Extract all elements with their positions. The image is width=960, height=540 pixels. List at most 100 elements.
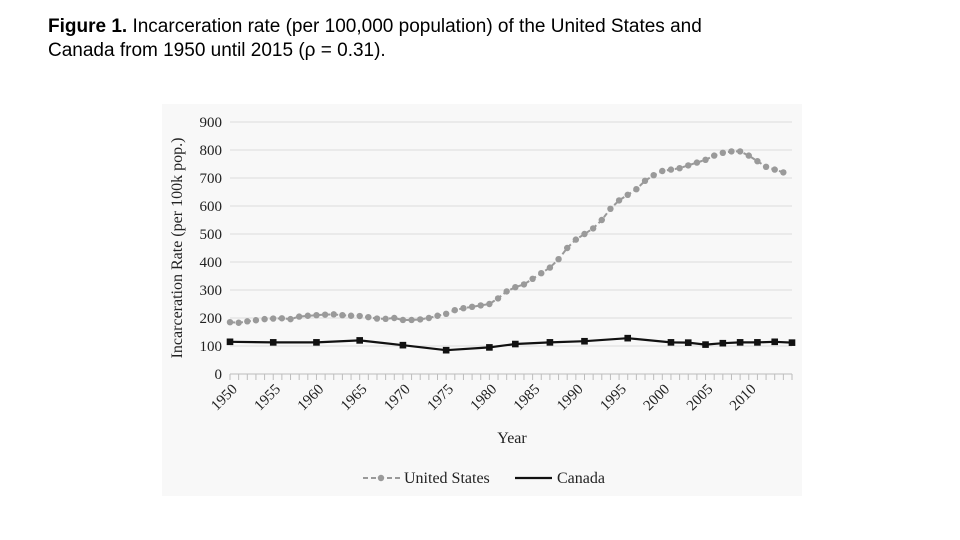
- canada-data-point: [313, 339, 320, 346]
- us-data-point: [339, 312, 346, 319]
- x-axis: 1950 1955 1960 1965 1970 1975 1980 1985 1990 1995…: [208, 374, 793, 415]
- canada-data-point: [442, 346, 450, 354]
- y-tick-label: 900: [200, 115, 223, 131]
- us-data-point: [512, 284, 519, 291]
- canada-data-point: [512, 340, 519, 348]
- legend-marker-united-states: [377, 474, 385, 482]
- us-data-point: [278, 315, 286, 322]
- us-data-point: [633, 186, 640, 193]
- us-data-point: [451, 306, 458, 314]
- canada-data-point: [546, 339, 554, 346]
- us-data-point: [365, 313, 372, 321]
- us-data-point: [261, 315, 268, 323]
- us-data-point: [321, 311, 329, 318]
- us-data-point: [295, 313, 303, 320]
- us-data-point: [399, 316, 407, 324]
- us-data-point: [754, 158, 761, 165]
- x-tick-label: 1950: [208, 382, 241, 415]
- us-data-point: [304, 312, 312, 319]
- us-data-point: [442, 310, 450, 317]
- us-data-point: [529, 275, 536, 282]
- us-data-point: [650, 172, 657, 179]
- us-data-point: [693, 159, 701, 166]
- canada-data-point: [269, 339, 277, 346]
- us-data-point: [313, 312, 320, 319]
- x-tick-label: 1975: [424, 382, 457, 415]
- y-axis-label: Incarceration Rate (per 100k pop.): [169, 138, 186, 359]
- canada-data-point: [771, 338, 779, 346]
- us-data-point: [771, 166, 778, 173]
- us-data-point: [244, 318, 251, 325]
- us-data-point: [736, 148, 744, 155]
- y-tick-label: 500: [200, 227, 223, 243]
- us-data-point: [607, 205, 614, 212]
- us-data-point: [538, 270, 545, 277]
- figure-label: Figure 1.: [48, 16, 128, 37]
- gridlines: [230, 121, 792, 375]
- canada-data-point: [684, 339, 692, 346]
- us-data-point: [252, 317, 260, 324]
- us-data-point: [719, 149, 727, 156]
- x-tick-label: 1990: [554, 382, 587, 415]
- canada-data-point: [624, 334, 632, 342]
- us-data-point: [555, 256, 562, 263]
- us-data-point: [546, 264, 554, 271]
- canada-data-point: [736, 339, 744, 346]
- canada-data-point: [667, 339, 675, 346]
- y-tick-label: 700: [200, 171, 223, 187]
- canada-data-point: [486, 344, 493, 351]
- us-data-point: [685, 162, 692, 169]
- us-data-point: [356, 312, 363, 320]
- us-data-point: [503, 288, 510, 295]
- us-data-point: [477, 302, 484, 309]
- us-data-point: [598, 216, 605, 224]
- us-data-point: [486, 300, 493, 308]
- us-data-point: [468, 303, 476, 310]
- x-tick-label: 1970: [381, 382, 414, 415]
- x-tick-label: 1985: [511, 382, 544, 415]
- canada-data-point: [226, 338, 234, 346]
- us-data-point: [641, 177, 649, 184]
- us-data-point: [667, 166, 675, 173]
- y-tick-label: 100: [200, 339, 223, 355]
- us-data-point: [287, 315, 294, 323]
- y-tick-label: 0: [215, 367, 223, 383]
- us-data-point: [494, 295, 502, 302]
- x-tick-label: 2000: [641, 382, 674, 415]
- us-data-point: [745, 152, 752, 159]
- caption-text: Incarceration rate (per 100,000 populati…: [48, 16, 702, 61]
- us-data-point: [520, 281, 528, 288]
- us-data-point: [702, 156, 709, 163]
- us-data-point: [235, 319, 242, 326]
- figure-caption: Figure 1. Incarceration rate (per 100,00…: [48, 15, 748, 63]
- us-data-point: [226, 319, 234, 326]
- y-tick-label: 400: [200, 255, 223, 271]
- us-data-point: [659, 167, 666, 175]
- us-data-point: [728, 148, 735, 155]
- us-data-point: [270, 315, 277, 322]
- us-data-point: [382, 315, 389, 323]
- canada-data-point: [356, 337, 363, 344]
- us-data-point: [676, 165, 683, 172]
- series-line-united-states: [229, 150, 784, 324]
- us-data-point: [330, 311, 337, 318]
- us-data-point: [347, 312, 355, 319]
- legend-label-canada: Canada: [557, 470, 605, 487]
- x-tick-label: 1995: [597, 382, 630, 415]
- us-data-point: [425, 314, 433, 322]
- x-tick-label: 2005: [684, 382, 717, 415]
- us-data-point: [391, 314, 398, 322]
- x-tick-label: 1965: [338, 382, 371, 415]
- canada-data-point: [754, 339, 761, 346]
- us-data-point: [373, 315, 381, 322]
- x-tick-label: 2010: [727, 382, 760, 415]
- us-data-point: [572, 236, 580, 243]
- legend: United States Canada: [363, 470, 605, 487]
- us-data-point: [417, 316, 424, 323]
- x-tick-label: 1980: [468, 382, 501, 415]
- y-axis-ticks: 0 100 200 300 400 500 600 700 800 900: [200, 115, 223, 383]
- us-data-point: [615, 197, 623, 204]
- us-data-point: [780, 169, 787, 176]
- us-data-point: [434, 312, 441, 319]
